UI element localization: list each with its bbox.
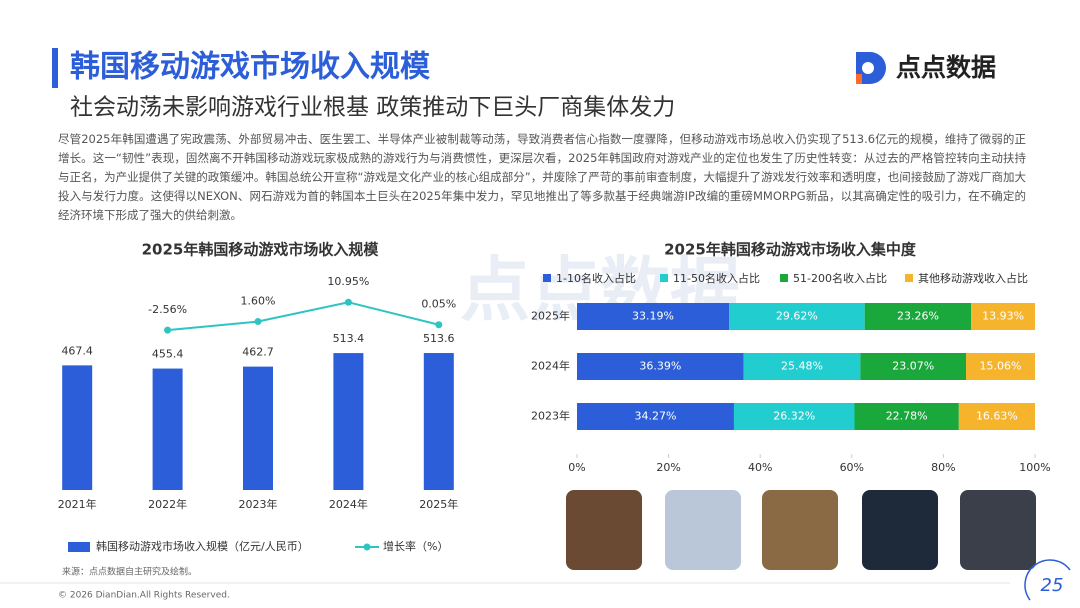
bar-segment (971, 303, 1035, 330)
bar-segment (743, 353, 861, 380)
bar-segment (958, 403, 1035, 430)
game-thumbnails (566, 490, 1036, 570)
x-tick-label: 2025年 (419, 497, 458, 511)
legend-label: 1-10名收入占比 (556, 271, 636, 285)
growth-point (344, 298, 352, 306)
page-arc (1024, 559, 1071, 601)
page-number: 25 (1041, 575, 1064, 596)
growth-label: 10.95% (327, 275, 369, 288)
segment-label: 22.78% (886, 410, 928, 423)
chart-title: 2025年韩国移动游戏市场收入规模 (142, 241, 380, 259)
legend-swatch (68, 542, 90, 552)
legend-swatch (543, 274, 551, 282)
segment-label: 16.63% (976, 410, 1018, 423)
segment-label: 13.93% (982, 310, 1024, 323)
bar-segment (860, 353, 967, 380)
growth-point (164, 326, 172, 334)
bar (243, 366, 273, 490)
bar-segment (864, 303, 972, 330)
bar-label: 467.4 (61, 344, 93, 357)
logo (856, 52, 886, 84)
y-tick-label: 2024年 (531, 359, 570, 373)
footer: © 2026 DianDian.All Rights Reserved. (58, 591, 230, 601)
growth-label: 1.60% (241, 295, 276, 308)
x-tick-label: 60% (840, 461, 864, 474)
segment-label: 15.06% (980, 360, 1022, 373)
bar-segment (577, 403, 734, 430)
legend-swatch (780, 274, 788, 282)
x-tick-label: 80% (931, 461, 955, 474)
bar (152, 368, 183, 490)
segment-label: 23.26% (897, 310, 939, 323)
growth-point (435, 321, 443, 329)
x-tick-label: 2021年 (58, 497, 97, 511)
bar-segment (577, 353, 744, 380)
source: 来源：点点数据自主研究及绘制。 (62, 566, 197, 578)
title: 韩国移动游戏市场收入规模 (70, 50, 430, 85)
bar (333, 353, 364, 490)
subtitle: 社会动荡未影响游戏行业根基 政策推动下巨头厂商集体发力 (70, 95, 675, 121)
bar-label: 513.4 (333, 332, 365, 345)
x-tick-label: 2024年 (329, 497, 368, 511)
x-tick-label: 2023年 (239, 497, 278, 511)
bar-label: 462.7 (242, 346, 274, 359)
bar (423, 353, 454, 490)
segment-label: 26.32% (773, 410, 815, 423)
bar-segment (729, 303, 865, 330)
legend-swatch (660, 274, 668, 282)
bar-label: 455.4 (152, 348, 184, 361)
body-text: 尽管2025年韩国遭遇了宪政震荡、外部贸易冲击、医生罢工、半导体产业被制裁等动荡… (58, 132, 1026, 222)
legend-label: 11-50名收入占比 (673, 271, 760, 285)
legend-swatch (905, 274, 913, 282)
legend-label: 韩国移动游戏市场收入规模（亿元/人民币） (96, 539, 309, 553)
bar-segment (577, 303, 730, 330)
growth-label: -2.56% (148, 303, 187, 316)
bar-segment (854, 403, 959, 430)
title-bar (52, 48, 58, 88)
x-tick-label: 40% (748, 461, 772, 474)
legend-label: 增长率（%） (383, 539, 448, 553)
segment-label: 25.48% (781, 360, 823, 373)
growth-label: 0.05% (421, 298, 456, 311)
bar-label: 513.6 (423, 332, 455, 345)
x-tick-label: 20% (656, 461, 680, 474)
segment-label: 34.27% (635, 410, 677, 423)
x-tick-label: 2022年 (148, 497, 187, 511)
segment-label: 33.19% (632, 310, 674, 323)
x-tick-label: 100% (1019, 461, 1050, 474)
bar (62, 365, 93, 490)
bar-segment (966, 353, 1035, 380)
legend-dot (363, 543, 371, 551)
x-tick-label: 0% (568, 461, 585, 474)
chart-title: 2025年韩国移动游戏市场收入集中度 (664, 241, 917, 259)
growth-point (254, 318, 262, 326)
brand: 点点数据 (896, 53, 996, 82)
y-tick-label: 2025年 (531, 309, 570, 323)
bar-segment (733, 403, 855, 430)
legend-label: 51-200名收入占比 (793, 271, 887, 285)
segment-label: 36.39% (639, 360, 681, 373)
y-tick-label: 2023年 (531, 409, 570, 423)
legend-label: 其他移动游戏收入占比 (918, 271, 1028, 285)
growth-line (167, 301, 440, 332)
segment-label: 23.07% (892, 360, 934, 373)
segment-label: 29.62% (776, 310, 818, 323)
